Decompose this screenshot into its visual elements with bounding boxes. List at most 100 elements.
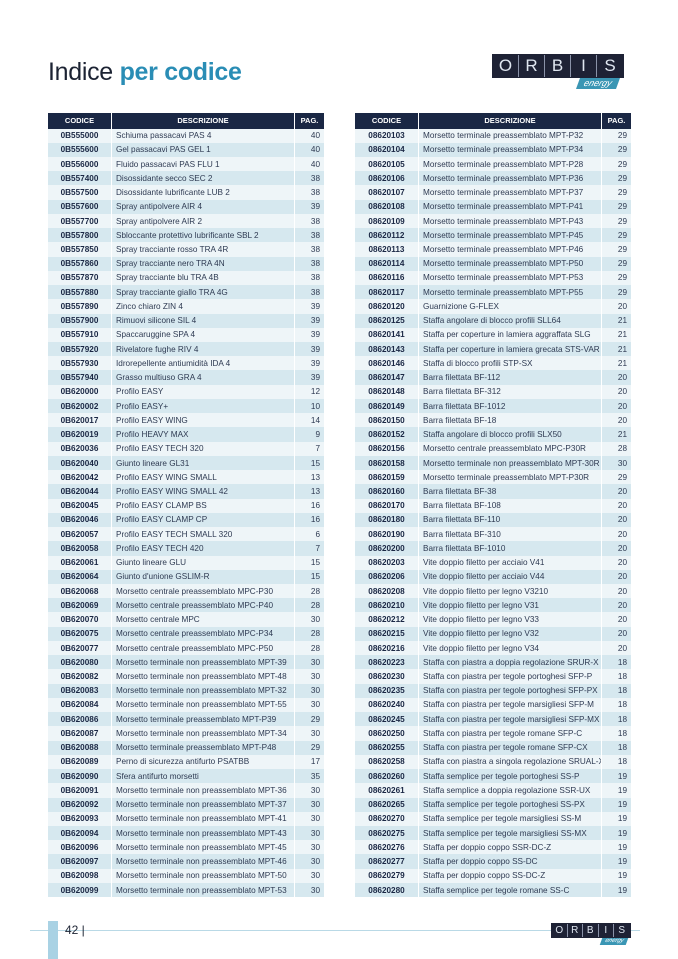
table-row: 0B620098 Morsetto terminale non preassemb… (48, 868, 324, 883)
logo-letter: I (599, 924, 614, 937)
cell-page: 7 (295, 441, 324, 456)
table-row: 08620258 Staffa con piastra a singola reg… (355, 754, 631, 770)
cell-page: 39 (295, 313, 324, 328)
cell-desc: Vite doppio filetto per legno V3210 (419, 584, 602, 599)
cell-code: 0B557870 (48, 270, 112, 286)
cell-page: 19 (602, 840, 631, 855)
table-row: 08620156 Morsetto centrale preassemblato … (355, 441, 631, 456)
table-row: 0B620058 Profilo EASY TECH 420 7 (48, 541, 324, 556)
cell-desc: Morsetto terminale preassemblato MPT-P43 (419, 213, 602, 229)
cell-code: 08620180 (355, 512, 419, 528)
cell-page: 39 (295, 370, 324, 385)
table-header: CODICE DESCRIZIONE PAG. (48, 113, 324, 129)
cell-page: 19 (602, 811, 631, 826)
cell-code: 08620103 (355, 128, 419, 143)
cell-desc: Barra filettata BF-312 (419, 384, 602, 399)
table-row: 08620143 Staffa per coperture in lamiera … (355, 342, 631, 357)
cell-code: 08620147 (355, 370, 419, 385)
cell-code: 08620261 (355, 783, 419, 798)
index-table-right: CODICE DESCRIZIONE PAG. 08620103 Morsetto… (355, 113, 631, 898)
table-row: 08620240 Staffa con piastra per tegole ma… (355, 697, 631, 713)
cell-code: 08620116 (355, 270, 419, 286)
table-row: 0B620096 Morsetto terminale non preassemb… (48, 840, 324, 855)
cell-page: 20 (602, 612, 631, 627)
table-row: 08620141 Staffa per coperture in lamiera … (355, 327, 631, 343)
cell-page: 30 (295, 854, 324, 869)
cell-code: 08620250 (355, 726, 419, 741)
table-row: 08620103 Morsetto terminale preassemblato… (355, 128, 631, 143)
cell-desc: Morsetto terminale preassemblato MPT-P30… (419, 470, 602, 485)
cell-code: 08620203 (355, 555, 419, 570)
cell-code: 0B620002 (48, 398, 112, 414)
cell-desc: Barra filettata BF-108 (419, 498, 602, 513)
cell-desc: Staffa con piastra per tegole romane SFP… (419, 740, 602, 755)
cell-desc: Morsetto terminale preassemblato MPT-P39 (112, 712, 295, 727)
cell-desc: Staffa semplice per tegole romane SS-C (419, 882, 602, 898)
table-row: 08620112 Morsetto terminale preassemblato… (355, 228, 631, 243)
cell-code: 08620120 (355, 299, 419, 314)
cell-desc: Spray tracciante blu TRA 4B (112, 270, 295, 286)
cell-page: 38 (295, 228, 324, 243)
cell-desc: Giunto d'unione GSLIM-R (112, 569, 295, 584)
cell-desc: Zinco chiaro ZIN 4 (112, 299, 295, 314)
table-row: 0B620000 Profilo EASY 12 (48, 384, 324, 399)
cell-code: 08620270 (355, 811, 419, 826)
cell-desc: Spray antipolvere AIR 2 (112, 213, 295, 229)
cell-code: 0B557920 (48, 342, 112, 357)
cell-page: 29 (602, 270, 631, 286)
cell-code: 08620215 (355, 626, 419, 641)
cell-code: 0B557900 (48, 313, 112, 328)
cell-page: 13 (295, 484, 324, 499)
cell-code: 08620260 (355, 769, 419, 784)
table-row: 08620146 Staffa di blocco profili STP-SX 2… (355, 356, 631, 371)
table-row: 0B620017 Profilo EASY WING 14 (48, 413, 324, 428)
cell-desc: Morsetto centrale preassemblato MPC-P30 (112, 584, 295, 599)
cell-code: 0B620040 (48, 455, 112, 471)
cell-desc: Morsetto terminale non preassemblato MPT… (112, 683, 295, 698)
table-row: 0B620057 Profilo EASY TECH SMALL 320 6 (48, 527, 324, 542)
cell-page: 29 (602, 228, 631, 243)
cell-page: 20 (602, 541, 631, 556)
cell-desc: Staffa angolare di blocco profili SLL64 (419, 313, 602, 328)
cell-desc: Profilo EASY (112, 384, 295, 399)
cell-page: 29 (295, 740, 324, 755)
cell-page: 38 (295, 256, 324, 271)
cell-code: 0B620017 (48, 413, 112, 428)
cell-desc: Profilo EASY TECH 320 (112, 441, 295, 456)
cell-page: 30 (295, 882, 324, 898)
cell-desc: Staffa per doppio coppo SS-DC (419, 854, 602, 869)
cell-desc: Morsetto terminale preassemblato MPT-P50 (419, 256, 602, 271)
cell-code: 0B620089 (48, 754, 112, 770)
cell-page: 20 (602, 569, 631, 584)
cell-page: 13 (295, 470, 324, 485)
cell-desc: Barra filettata BF-110 (419, 512, 602, 528)
cell-desc: Morsetto terminale non preassemblato MPT… (112, 797, 295, 812)
cell-code: 0B620077 (48, 640, 112, 656)
cell-page: 21 (602, 356, 631, 371)
table-row: 08620180 Barra filettata BF-110 20 (355, 512, 631, 528)
cell-page: 19 (602, 854, 631, 869)
table-row: 0B620090 Sfera antifurto morsetti 35 (48, 769, 324, 784)
cell-desc: Guarnizione G-FLEX (419, 299, 602, 314)
cell-code: 08620265 (355, 797, 419, 812)
table-row: 0B557800 Sbloccante protettivo lubrifican… (48, 228, 324, 243)
cell-desc: Morsetto terminale preassemblato MPT-P53 (419, 270, 602, 286)
cell-page: 38 (295, 213, 324, 229)
table-row: 0B620082 Morsetto terminale non preassemb… (48, 669, 324, 684)
table-header: CODICE DESCRIZIONE PAG. (355, 113, 631, 129)
cell-page: 20 (602, 413, 631, 428)
index-table-left: CODICE DESCRIZIONE PAG. 0B555000 Schiuma … (48, 113, 324, 898)
table-row: 08620230 Staffa con piastra per tegole po… (355, 669, 631, 684)
cell-page: 15 (295, 455, 324, 471)
cell-page: 18 (602, 754, 631, 770)
table-row: 0B620042 Profilo EASY WING SMALL 13 (48, 470, 324, 485)
table-row: 08620212 Vite doppio filetto per legno V3… (355, 612, 631, 627)
cell-code: 0B620058 (48, 541, 112, 556)
cell-page: 6 (295, 527, 324, 542)
cell-desc: Spray antipolvere AIR 4 (112, 199, 295, 214)
table-row: 0B620097 Morsetto terminale non preassemb… (48, 854, 324, 869)
table-row: 0B620036 Profilo EASY TECH 320 7 (48, 441, 324, 456)
cell-code: 0B620096 (48, 840, 112, 855)
cell-code: 0B557860 (48, 256, 112, 271)
cell-desc: Vite doppio filetto per acciaio V44 (419, 569, 602, 584)
